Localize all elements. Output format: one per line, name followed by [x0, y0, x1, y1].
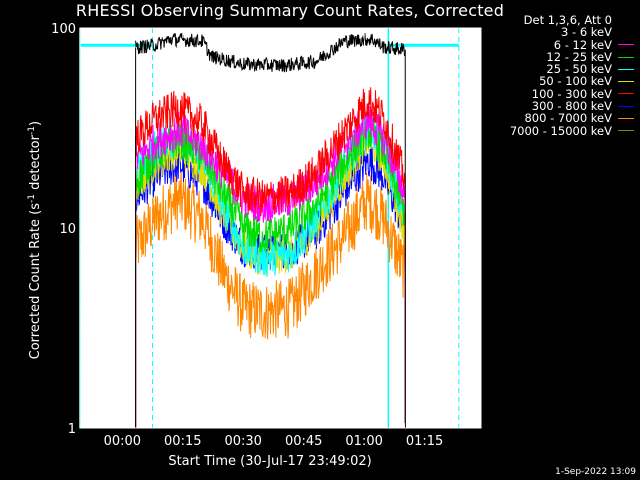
legend-label: 6 - 12 keV [553, 37, 612, 52]
x-tick-label: 01:15 [406, 434, 443, 449]
legend-header: Det 1,3,6, Att 0 [523, 13, 612, 27]
legend-label: 12 - 25 keV [546, 49, 612, 64]
series-line-7 [135, 170, 406, 340]
series-line-1 [135, 103, 406, 223]
y-tick-label: 1 [68, 422, 76, 437]
x-tick-label: 00:00 [104, 434, 141, 449]
x-tick-label: 00:45 [285, 434, 322, 449]
legend-label: 100 - 300 keV [531, 86, 612, 101]
y-tick-label: 10 [59, 222, 76, 237]
generation-date: 1-Sep-2022 13:09 [555, 467, 636, 477]
legend-swatch [618, 56, 634, 58]
legend-label: 300 - 800 keV [531, 99, 612, 114]
series-line-0 [135, 32, 406, 73]
legend-swatch [618, 118, 634, 120]
legend-label: 3 - 6 keV [561, 25, 612, 40]
legend-item: 25 - 50 keV [510, 63, 634, 75]
legend-label: 50 - 100 keV [539, 74, 612, 89]
legend-swatch [618, 31, 634, 34]
legend-item: 7000 - 15000 keV [509, 123, 634, 138]
x-axis-label: Start Time (30-Jul-17 23:49:02) [168, 454, 372, 469]
legend-item: 100 - 300 keV [510, 86, 634, 101]
legend-swatch [618, 105, 634, 107]
y-tick-label: 100 [51, 22, 76, 37]
y-axis-label: Corrected Count Rate (s-1 detector-1) [26, 120, 44, 360]
legend-item: 50 - 100 keV [510, 74, 634, 89]
legend-item: 3 - 6 keV [510, 25, 634, 40]
legend-item: 300 - 800 keV [510, 100, 634, 112]
legend-item: 6 - 12 keV [510, 37, 634, 52]
legend-label: 7000 - 15000 keV [509, 123, 612, 138]
series-line-5 [135, 87, 406, 217]
legend-swatch [618, 44, 634, 46]
legend-swatch [618, 93, 634, 95]
legend-swatch [618, 130, 634, 132]
x-tick-label: 01:00 [345, 434, 382, 449]
legend-label: 800 - 7000 keV [524, 111, 612, 126]
legend-item: 800 - 7000 keV [510, 111, 634, 126]
legend-swatch [618, 68, 634, 70]
x-tick-label: 00:15 [164, 434, 201, 449]
legend-item: 12 - 25 keV [510, 51, 634, 63]
legend-swatch [618, 81, 634, 83]
legend: Det 1,3,6, Att 0 3 - 6 keV 6 - 12 keV 12 -… [510, 14, 634, 137]
legend-label: 25 - 50 keV [546, 62, 612, 77]
x-tick-label: 00:30 [224, 434, 261, 449]
chart-title: RHESSI Observing Summary Count Rates, Co… [75, 1, 505, 20]
